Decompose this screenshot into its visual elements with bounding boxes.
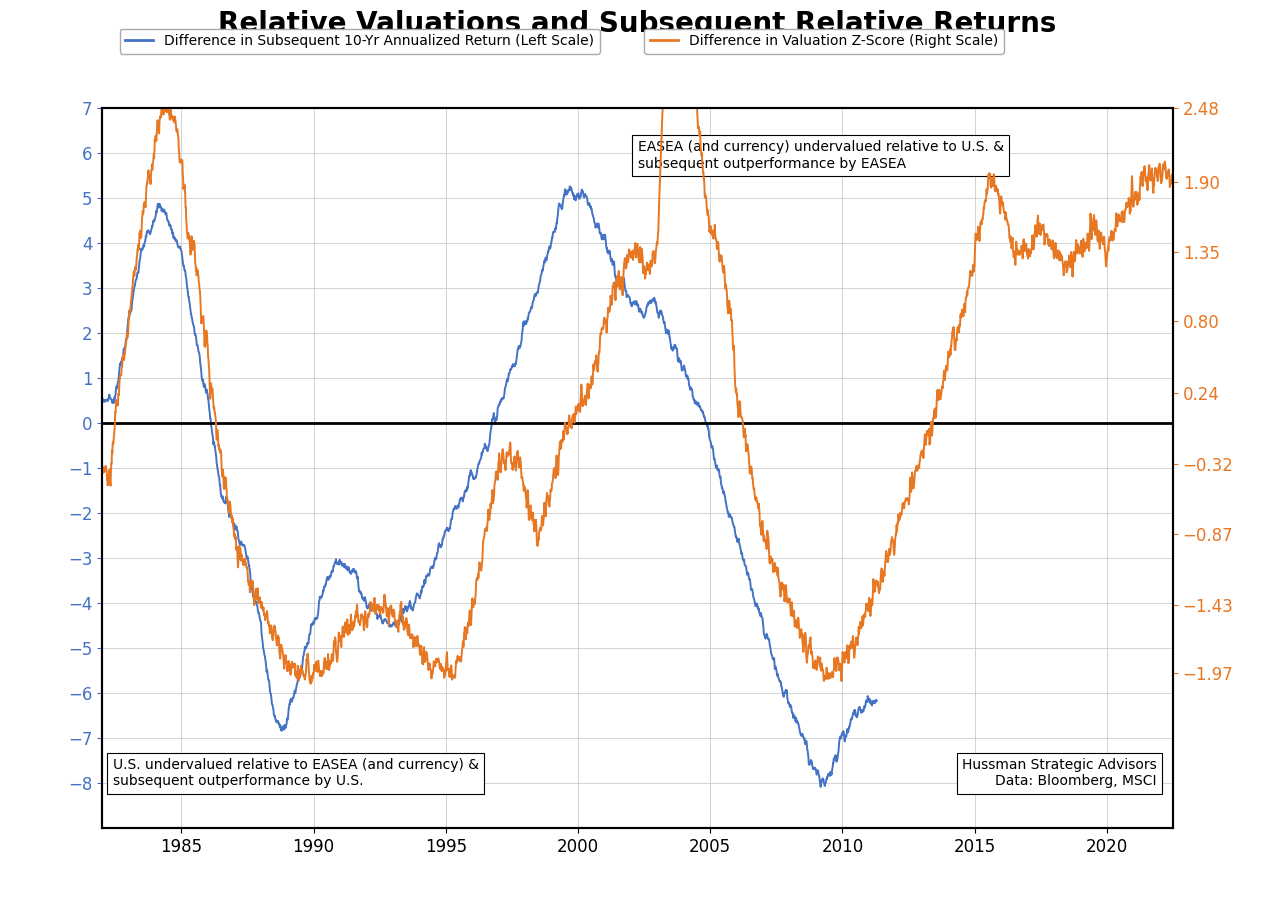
Text: Hussman Strategic Advisors
Data: Bloomberg, MSCI: Hussman Strategic Advisors Data: Bloombe… <box>963 758 1156 788</box>
Title: Relative Valuations and Subsequent Relative Returns: Relative Valuations and Subsequent Relat… <box>218 10 1057 38</box>
Legend: Difference in Valuation Z-Score (Right Scale): Difference in Valuation Z-Score (Right S… <box>644 29 1003 54</box>
Text: EASEA (and currency) undervalued relative to U.S. &
subsequent outperformance by: EASEA (and currency) undervalued relativ… <box>638 140 1003 171</box>
Text: U.S. undervalued relative to EASEA (and currency) &
subsequent outperformance by: U.S. undervalued relative to EASEA (and … <box>112 758 478 788</box>
